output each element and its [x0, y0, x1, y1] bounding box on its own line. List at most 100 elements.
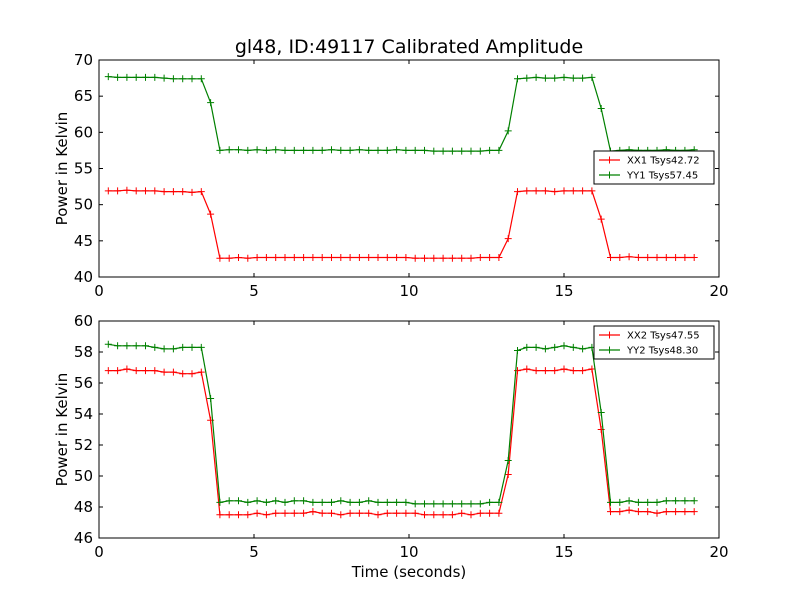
data-point	[216, 498, 224, 506]
data-point	[123, 342, 131, 350]
data-point	[458, 509, 466, 517]
y-tick-label: 46	[74, 529, 93, 547]
data-point	[569, 74, 577, 82]
data-point	[681, 497, 689, 505]
data-point	[272, 509, 280, 517]
data-point	[262, 146, 270, 154]
data-point	[625, 253, 633, 261]
data-point	[448, 500, 456, 508]
data-point	[541, 74, 549, 82]
legend-entry: XX2 Tsys47.55	[599, 331, 700, 342]
data-point	[225, 146, 233, 154]
data-point	[197, 75, 205, 83]
series-line	[108, 76, 695, 152]
data-point	[634, 253, 642, 261]
legend: XX1 Tsys42.72 YY1 Tsys57.45	[593, 150, 715, 185]
y-tick-label: 50	[74, 196, 93, 214]
data-point	[523, 343, 531, 351]
data-point	[569, 187, 577, 195]
data-point	[644, 253, 652, 261]
data-point	[151, 343, 159, 351]
data-point	[179, 75, 187, 83]
data-point	[104, 73, 112, 81]
data-point	[262, 498, 270, 506]
data-point	[467, 511, 475, 519]
data-point	[123, 365, 131, 373]
data-point	[579, 74, 587, 82]
data-point	[179, 343, 187, 351]
data-point	[644, 498, 652, 506]
data-point	[430, 254, 438, 262]
data-point	[458, 500, 466, 508]
data-point	[448, 147, 456, 155]
series-2	[104, 73, 698, 155]
legend-label: XX1 Tsys42.72	[627, 156, 700, 167]
data-point	[607, 498, 614, 506]
data-point	[458, 254, 466, 262]
data-point	[262, 253, 270, 261]
data-point	[467, 500, 475, 508]
data-point	[374, 498, 382, 506]
data-point	[514, 346, 521, 354]
data-point	[169, 188, 177, 196]
data-point	[169, 345, 177, 353]
data-point	[634, 508, 642, 516]
data-point	[244, 146, 252, 154]
data-point	[514, 367, 521, 375]
data-point	[504, 470, 512, 478]
data-point	[653, 498, 661, 506]
x-tick-label: 15	[554, 282, 573, 300]
data-point	[142, 367, 149, 375]
data-point	[160, 345, 168, 353]
data-point	[504, 127, 512, 135]
data-point	[281, 146, 289, 154]
series-1	[104, 186, 698, 262]
data-point	[300, 253, 308, 261]
data-point	[597, 408, 605, 416]
data-point	[272, 253, 280, 261]
data-point	[532, 73, 540, 81]
data-point	[355, 146, 363, 154]
data-point	[169, 368, 177, 376]
data-point	[383, 253, 391, 261]
data-point	[523, 365, 531, 373]
data-point	[235, 511, 242, 519]
legend-marker	[606, 171, 613, 179]
data-point	[644, 508, 652, 516]
y-axis-label: Power in Kelvin	[53, 373, 71, 487]
y-tick-label: 56	[74, 374, 93, 392]
data-point	[309, 146, 317, 154]
data-point	[430, 511, 438, 519]
data-point	[495, 509, 503, 517]
data-point	[523, 74, 531, 82]
legend-label: YY1 Tsys57.45	[626, 171, 698, 182]
legend-box	[593, 150, 715, 185]
series-line	[108, 343, 695, 505]
data-point	[532, 343, 540, 351]
data-point	[393, 253, 401, 261]
data-point	[495, 498, 503, 506]
data-point	[114, 73, 122, 81]
data-point	[672, 253, 680, 261]
data-point	[486, 146, 494, 154]
data-point	[393, 509, 401, 517]
data-point	[272, 497, 280, 505]
data-point	[151, 367, 159, 375]
data-point	[337, 253, 345, 261]
data-point	[281, 509, 289, 517]
top-panel: 0 5 10 15 20 40 45 50 55 60 65 70 Power in Kelvin XX1…	[53, 51, 729, 300]
data-point	[290, 253, 298, 261]
data-point	[448, 254, 456, 262]
series-2	[104, 340, 698, 508]
y-tick-label: 60	[74, 123, 93, 141]
data-point	[151, 73, 159, 81]
x-tick-label: 20	[709, 282, 728, 300]
data-point	[160, 188, 168, 196]
y-tick-label: 65	[74, 87, 93, 105]
data-point	[495, 146, 503, 154]
data-point	[551, 343, 559, 351]
data-point	[402, 146, 410, 154]
data-point	[672, 497, 680, 505]
data-point	[207, 395, 215, 402]
data-point	[690, 497, 698, 505]
